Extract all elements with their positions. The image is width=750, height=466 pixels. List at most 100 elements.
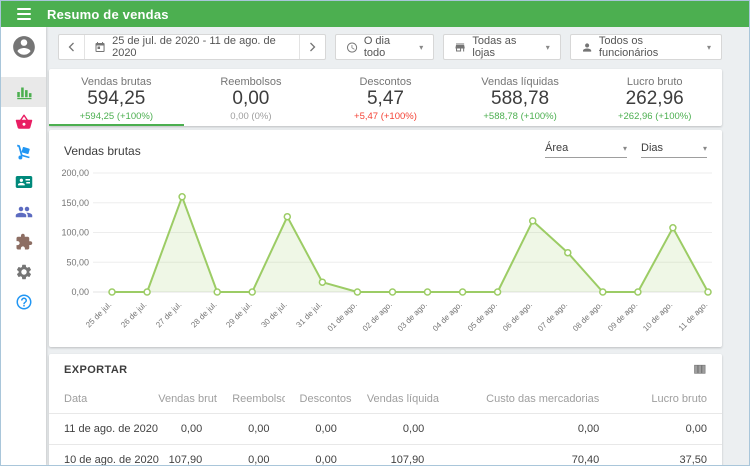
stat-label: Reembolsos	[184, 76, 319, 88]
sidebar	[1, 27, 46, 465]
next-period-button[interactable]	[299, 35, 325, 59]
sidebar-item-customers[interactable]	[1, 197, 46, 227]
chart-period-value: Dias	[641, 142, 663, 154]
svg-text:29 de jul.: 29 de jul.	[224, 300, 253, 329]
table-cell: 0,00	[285, 445, 352, 466]
loyverse-back-office: Resumo de vendas 25 de jul. de 2020 - 11…	[0, 0, 750, 466]
clock-icon	[346, 41, 358, 54]
sidebar-item-reports[interactable]	[1, 77, 46, 107]
svg-text:06 de ago.: 06 de ago.	[501, 300, 534, 333]
stat-label: Lucro bruto	[587, 76, 722, 88]
date-range-button[interactable]: 25 de jul. de 2020 - 11 de ago. de 2020	[84, 35, 299, 59]
person-icon	[581, 41, 593, 54]
stat-label: Descontos	[318, 76, 453, 88]
sales-table-panel: EXPORTAR DataVendas brutasReembolsosDesc…	[49, 354, 722, 465]
stat-label: Vendas brutas	[49, 76, 184, 88]
sidebar-item-settings[interactable]	[1, 257, 46, 287]
time-filter-label: O dia todo	[364, 35, 411, 59]
svg-text:03 de ago.: 03 de ago.	[396, 300, 429, 333]
prev-period-button[interactable]	[59, 35, 84, 59]
stat-value: 594,25	[49, 89, 184, 110]
time-filter-button[interactable]: O dia todo ▾	[335, 34, 435, 60]
table-cell: 0,00	[217, 445, 284, 466]
chevron-down-icon: ▾	[707, 43, 711, 52]
calendar-icon	[94, 41, 106, 54]
sidebar-item-items[interactable]	[1, 107, 46, 137]
filters-toolbar: 25 de jul. de 2020 - 11 de ago. de 2020 …	[58, 34, 722, 60]
column-header-0: Data	[49, 385, 143, 414]
svg-text:31 de jul.: 31 de jul.	[294, 300, 323, 329]
stat-tab-4[interactable]: Lucro bruto262,96+262,96 (+100%)	[587, 69, 722, 126]
table-row[interactable]: 10 de ago. de 2020107,900,000,00107,9070…	[49, 445, 722, 466]
people-icon	[15, 203, 33, 221]
sidebar-item-employees[interactable]	[1, 167, 46, 197]
svg-text:30 de jul.: 30 de jul.	[259, 300, 288, 329]
column-header-6: Lucro bruto	[614, 385, 722, 414]
table-row[interactable]: 11 de ago. de 20200,000,000,000,000,000,…	[49, 414, 722, 445]
sales-by-day-table: DataVendas brutasReembolsosDescontosVend…	[49, 385, 722, 465]
puzzle-icon	[15, 233, 33, 251]
stat-tab-2[interactable]: Descontos5,47+5,47 (+100%)	[318, 69, 453, 126]
handtruck-icon	[15, 143, 33, 161]
sidebar-item-help[interactable]	[1, 287, 46, 317]
stores-filter-label: Todas as lojas	[472, 35, 537, 59]
stat-delta: +588,78 (+100%)	[453, 111, 588, 122]
chevron-left-icon	[68, 42, 75, 52]
sidebar-item-account[interactable]	[1, 27, 46, 67]
employees-filter-label: Todos os funcionários	[599, 35, 699, 59]
stat-tab-0[interactable]: Vendas brutas594,25+594,25 (+100%)	[49, 69, 184, 126]
svg-text:09 de ago.: 09 de ago.	[606, 300, 639, 333]
table-header: EXPORTAR	[49, 354, 722, 385]
stat-label: Vendas líquidas	[453, 76, 588, 88]
table-cell: 0,00	[285, 414, 352, 445]
date-range-label: 25 de jul. de 2020 - 11 de ago. de 2020	[112, 35, 290, 59]
sidebar-item-inventory[interactable]	[1, 137, 46, 167]
stat-delta: +262,96 (+100%)	[587, 111, 722, 122]
sales-area-chart: 0,0050,00100,00150,00200,0025 de jul.26 …	[49, 160, 724, 338]
basket-icon	[15, 113, 33, 131]
svg-text:200,00: 200,00	[61, 168, 89, 178]
stat-delta: +5,47 (+100%)	[318, 111, 453, 122]
page-title: Resumo de vendas	[47, 7, 169, 22]
svg-text:25 de jul.: 25 de jul.	[84, 300, 113, 329]
stat-value: 5,47	[318, 89, 453, 110]
employees-filter-button[interactable]: Todos os funcionários ▾	[570, 34, 722, 60]
chevron-down-icon: ▾	[419, 43, 423, 52]
table-cell: 37,50	[614, 445, 722, 466]
column-header-1: Vendas brutas	[143, 385, 217, 414]
table-header-row: DataVendas brutasReembolsosDescontosVend…	[49, 385, 722, 414]
column-header-5: Custo das mercadorias	[439, 385, 614, 414]
menu-icon[interactable]	[1, 1, 46, 27]
svg-text:28 de jul.: 28 de jul.	[189, 300, 218, 329]
columns-icon[interactable]	[692, 362, 707, 377]
sidebar-item-apps[interactable]	[1, 227, 46, 257]
stat-value: 262,96	[587, 89, 722, 110]
stat-delta: +594,25 (+100%)	[49, 111, 184, 122]
sales-chart-panel: Vendas brutas Área ▾ Dias ▾ 0,0050,00100…	[49, 130, 722, 347]
stat-tab-3[interactable]: Vendas líquidas588,78+588,78 (+100%)	[453, 69, 588, 126]
table-cell: 0,00	[439, 414, 614, 445]
badge-icon	[15, 173, 33, 191]
column-header-3: Descontos	[285, 385, 352, 414]
export-button[interactable]: EXPORTAR	[64, 364, 128, 376]
table-cell: 11 de ago. de 2020	[49, 414, 143, 445]
chevron-down-icon: ▾	[546, 43, 550, 52]
svg-text:07 de ago.: 07 de ago.	[536, 300, 569, 333]
svg-text:50,00: 50,00	[66, 257, 89, 267]
stores-filter-button[interactable]: Todas as lojas ▾	[443, 34, 561, 60]
svg-text:08 de ago.: 08 de ago.	[571, 300, 604, 333]
chart-period-select[interactable]: Dias ▾	[641, 142, 707, 158]
stat-tab-1[interactable]: Reembolsos0,000,00 (0%)	[184, 69, 319, 126]
help-icon	[15, 293, 33, 311]
chart-type-select[interactable]: Área ▾	[545, 142, 627, 158]
svg-text:05 de ago.: 05 de ago.	[466, 300, 499, 333]
store-icon	[454, 41, 466, 54]
svg-text:01 de ago.: 01 de ago.	[326, 300, 359, 333]
table-cell: 70,40	[439, 445, 614, 466]
reports-icon	[15, 83, 33, 101]
svg-text:27 de jul.: 27 de jul.	[154, 300, 183, 329]
chevron-right-icon	[309, 42, 316, 52]
table-cell: 0,00	[217, 414, 284, 445]
stat-delta: 0,00 (0%)	[184, 111, 319, 122]
column-header-2: Reembolsos	[217, 385, 284, 414]
